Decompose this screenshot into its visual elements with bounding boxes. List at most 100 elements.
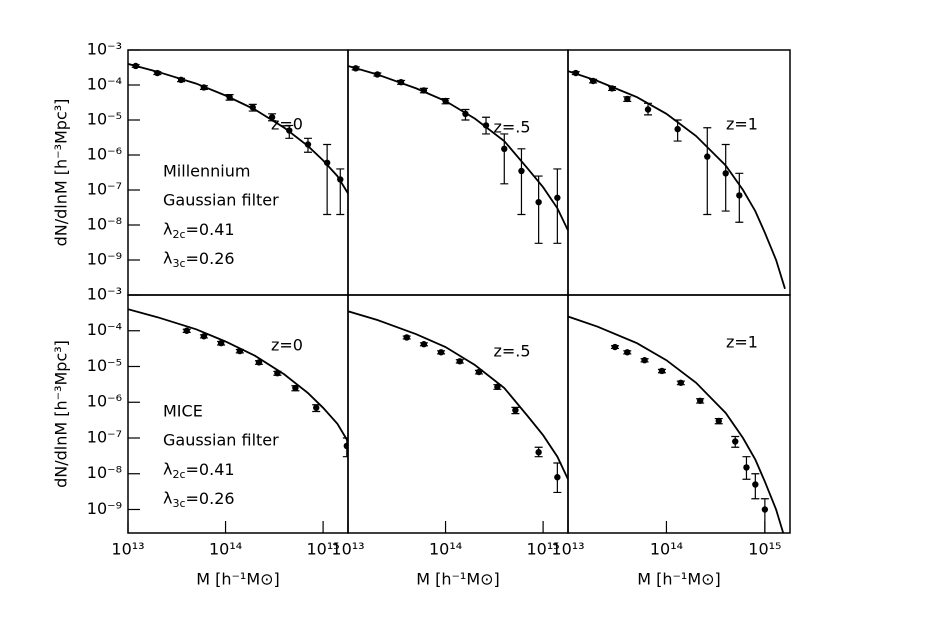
data-point: [132, 62, 139, 70]
x-tick-label: 10¹⁵: [307, 540, 340, 559]
x-tick-label: 10¹³: [111, 540, 144, 559]
error-bar: [534, 175, 543, 244]
y-tick-label: 10⁻⁹: [87, 499, 122, 518]
x-axis-label: M [h⁻¹M⊙]: [416, 570, 500, 589]
annotation: Millennium: [163, 162, 250, 181]
panel-title: z=1: [726, 333, 758, 352]
x-tick-label: 10¹⁴: [650, 540, 683, 559]
data-point: [611, 343, 619, 351]
error-bar: [517, 148, 526, 216]
annotation: Gaussian filter: [163, 431, 279, 450]
data-point: [554, 474, 561, 481]
data-point: [313, 404, 320, 411]
y-tick-label: 10⁻⁹: [87, 250, 122, 269]
data-point: [696, 397, 704, 404]
data-point: [512, 406, 519, 414]
y-axis-label: dN/dlnM [h⁻³Mpc³]: [52, 340, 71, 488]
x-tick-label: 10¹³: [551, 540, 584, 559]
panel: [348, 65, 568, 244]
data-point: [226, 93, 233, 101]
data-point: [494, 383, 501, 391]
panel-title: z=1: [726, 115, 758, 134]
data-point: [704, 153, 711, 160]
data-point: [236, 347, 244, 355]
data-point: [715, 417, 722, 425]
annotation: Gaussian filter: [163, 191, 279, 210]
data-point: [518, 167, 525, 175]
y-tick-label: 10⁻⁸: [87, 463, 122, 482]
data-point: [482, 122, 490, 129]
y-tick-label: 10⁻⁴: [87, 75, 122, 94]
model-line: [128, 308, 348, 442]
data-point: [352, 65, 359, 72]
y-tick-label: 10⁻⁶: [87, 392, 122, 411]
panel-title: z=.5: [493, 118, 530, 137]
data-point: [374, 71, 381, 78]
data-point: [403, 334, 410, 341]
y-axis-label: dN/dlnM [h⁻³Mpc³]: [52, 99, 71, 247]
data-point: [200, 84, 208, 91]
panel-title: z=0: [271, 336, 303, 355]
error-bar: [553, 168, 562, 244]
error-bar: [721, 143, 730, 212]
data-point: [343, 442, 348, 450]
data-point: [641, 357, 648, 364]
data-point: [154, 69, 161, 77]
x-tick-label: 10¹⁴: [429, 540, 462, 559]
data-point: [535, 449, 542, 456]
y-tick-label: 10⁻⁸: [87, 215, 122, 234]
y-tick-label: 10⁻⁴: [87, 320, 122, 339]
data-point: [624, 95, 631, 103]
data-point: [420, 87, 428, 94]
data-point: [177, 76, 185, 84]
data-point: [462, 110, 469, 118]
data-point: [677, 379, 685, 386]
x-axis-label: M [h⁻¹M⊙]: [637, 570, 721, 589]
panel-frame: [127, 294, 349, 534]
x-tick-label: 10¹³: [331, 540, 364, 559]
error-bar: [500, 133, 509, 185]
annotation: λ2c=0.41: [163, 220, 235, 242]
panel: [348, 310, 568, 494]
annotation: λ2c=0.41: [163, 460, 235, 482]
data-point: [200, 333, 208, 340]
data-point: [572, 69, 579, 77]
panel: [568, 69, 786, 290]
data-point: [323, 159, 331, 166]
model-line: [348, 65, 568, 231]
panel-frame: [567, 49, 791, 296]
data-point: [743, 464, 750, 471]
panel-title: z=0: [271, 115, 303, 134]
y-tick-label: 10⁻⁷: [87, 180, 122, 199]
x-axis-label: M [h⁻¹M⊙]: [196, 570, 280, 589]
panel-frame: [347, 49, 569, 296]
data-point: [624, 349, 631, 356]
data-point: [722, 170, 729, 177]
data-point: [249, 104, 256, 111]
annotation: λ3c=0.26: [163, 489, 235, 511]
data-point: [761, 506, 769, 513]
data-point: [255, 359, 263, 366]
model-line: [568, 315, 785, 533]
data-point: [535, 198, 542, 206]
model-line: [348, 310, 568, 480]
data-point: [589, 77, 597, 85]
data-point: [183, 327, 190, 334]
data-point: [268, 114, 276, 121]
data-point: [732, 438, 739, 445]
panel: [128, 62, 348, 216]
x-tick-label: 10¹⁵: [748, 540, 781, 559]
y-tick-label: 10⁻³: [87, 40, 122, 59]
data-point: [217, 339, 225, 347]
data-point: [456, 358, 464, 365]
error-bar: [703, 127, 712, 216]
panel-frame: [567, 294, 791, 534]
data-point: [337, 176, 344, 183]
annotation: λ3c=0.26: [163, 249, 235, 271]
data-point: [736, 192, 743, 199]
y-tick-label: 10⁻⁵: [87, 110, 122, 129]
y-tick-label: 10⁻⁶: [87, 145, 122, 164]
y-tick-label: 10⁻⁷: [87, 427, 122, 446]
data-point: [442, 97, 449, 105]
